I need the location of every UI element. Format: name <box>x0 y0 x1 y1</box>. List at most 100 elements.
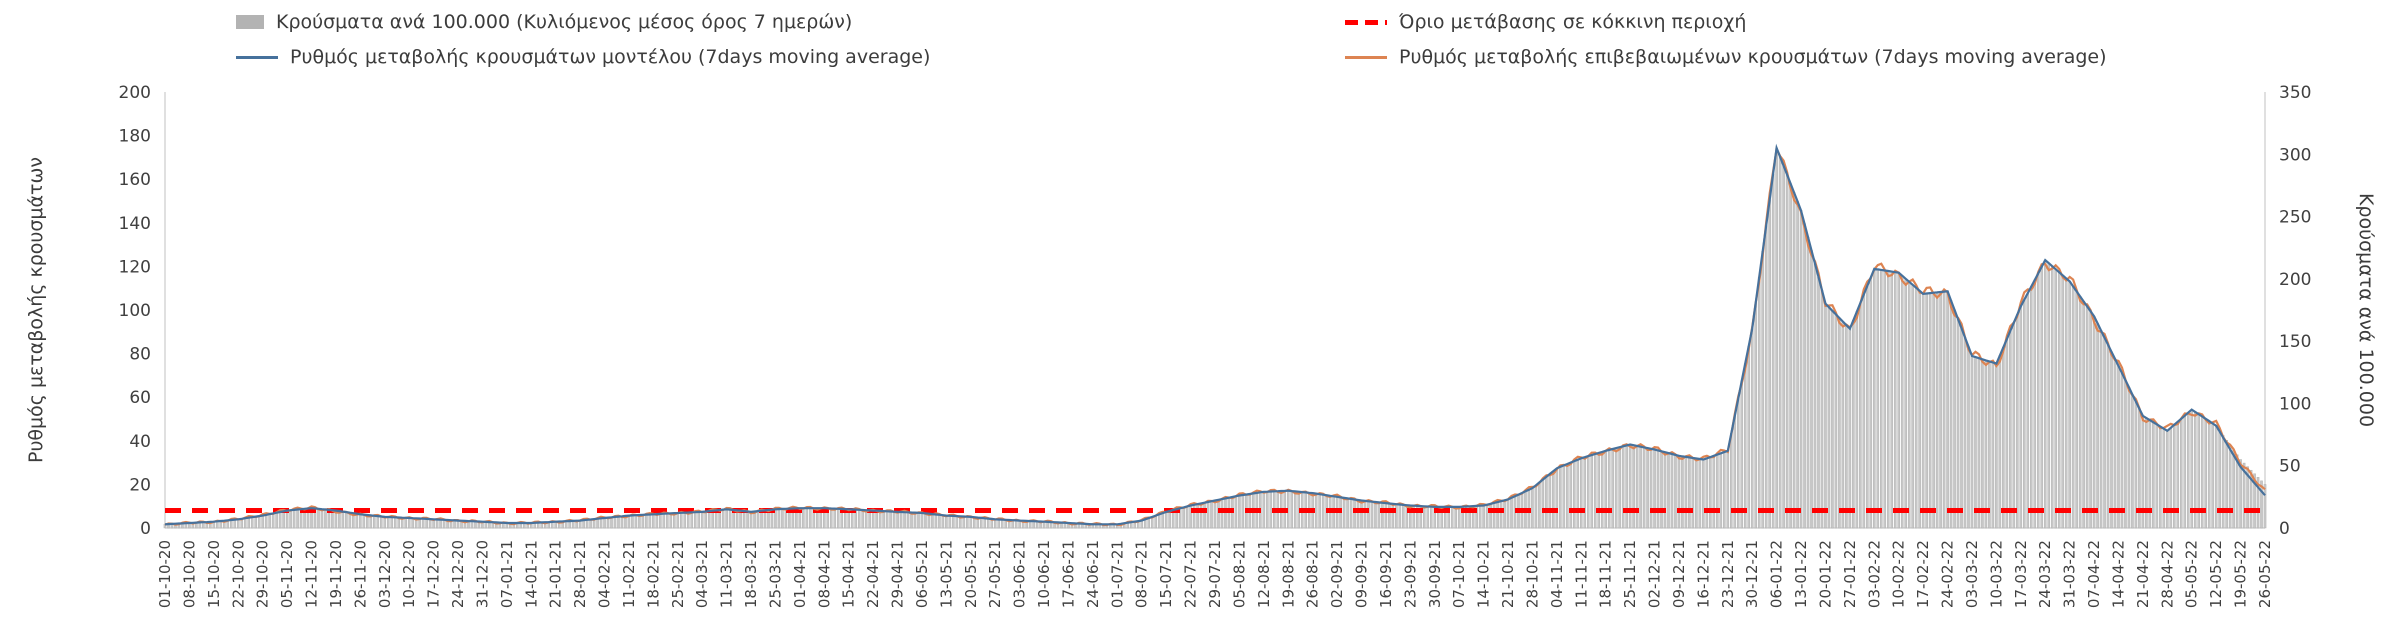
cases-bar <box>1918 290 1921 529</box>
cases-bar <box>1426 506 1430 529</box>
legend-item-red-zone-threshold: Όριο μετάβασης σε κόκκινη περιοχή <box>1345 8 2107 36</box>
cases-bar <box>2103 337 2106 529</box>
cases-bar <box>1482 505 1485 529</box>
cases-bar <box>1147 517 1151 529</box>
cases-bar <box>2002 346 2005 529</box>
cases-bar <box>1590 454 1594 529</box>
x-axis-tick-label: 03-06-21 <box>1011 540 1029 608</box>
cases-bar <box>1000 519 1004 529</box>
cases-bar <box>1164 511 1168 529</box>
cases-bar <box>2009 330 2012 529</box>
x-axis-tick-label: 18-11-21 <box>1597 540 1615 608</box>
cases-bar <box>756 510 760 529</box>
cases-bar <box>941 514 945 529</box>
model-line-swatch-icon <box>236 55 278 59</box>
x-axis-tick-label: 03-02-22 <box>1865 540 1883 608</box>
cases-bar <box>376 515 380 529</box>
cases-bar <box>1876 269 1880 529</box>
cases-bar <box>1499 500 1503 529</box>
cases-bar <box>913 512 917 529</box>
cases-bar <box>1593 453 1597 529</box>
cases-bar <box>247 517 250 529</box>
cases-bar <box>2214 425 2218 529</box>
cases-bar <box>2099 330 2103 529</box>
cases-bar <box>1740 380 1744 529</box>
cases-bar <box>742 510 746 529</box>
cases-bar <box>1607 449 1611 529</box>
cases-bar <box>1949 300 1953 529</box>
cases-bar <box>1356 499 1360 529</box>
right-axis-tick-label: 0 <box>2279 519 2290 539</box>
cases-bar <box>1907 281 1911 529</box>
cases-bar <box>669 513 673 529</box>
cases-bar <box>704 511 707 529</box>
cases-bar <box>683 512 687 529</box>
cases-bar <box>2166 430 2169 529</box>
cases-bar <box>2239 459 2242 529</box>
cases-bar <box>282 511 285 529</box>
cases-bar <box>2256 477 2260 529</box>
cases-bar <box>1984 360 1988 529</box>
cases-bar <box>1813 263 1817 529</box>
cases-bar <box>1667 452 1670 529</box>
cases-bar <box>1695 458 1698 529</box>
cases-bar <box>1946 291 1949 529</box>
cases-bar <box>1391 503 1395 529</box>
x-axis-tick-label: 10-12-20 <box>400 540 418 608</box>
cases-bar <box>1321 494 1325 529</box>
x-axis-tick-label: 26-11-20 <box>351 540 369 608</box>
cases-bar <box>707 510 711 529</box>
cases-bar <box>1374 501 1377 529</box>
x-axis-tick-label: 27-05-21 <box>986 540 1004 608</box>
cases-bar <box>861 509 864 529</box>
cases-bar <box>1586 455 1590 529</box>
cases-bar <box>2232 449 2235 529</box>
cases-bar <box>2082 301 2085 529</box>
cases-bar <box>1552 470 1555 529</box>
cases-bar <box>1157 514 1161 529</box>
x-axis-tick-label: 10-03-22 <box>1987 540 2005 608</box>
cases-bar <box>373 515 376 529</box>
cases-bar <box>1653 449 1656 529</box>
cases-bar <box>425 518 428 529</box>
cases-bar <box>2246 466 2249 529</box>
cases-bar <box>955 515 959 529</box>
cases-bar <box>2155 424 2159 529</box>
cases-bar <box>903 511 906 529</box>
cases-bar <box>1398 504 1402 529</box>
cases-bar <box>1649 448 1653 529</box>
cases-bar <box>1998 355 2002 529</box>
x-axis-tick-label: 07-10-21 <box>1450 540 1468 608</box>
cases-bar <box>1182 507 1185 529</box>
x-axis-tick-label: 08-07-21 <box>1133 540 1151 608</box>
cases-bar <box>1531 487 1534 529</box>
cases-bar <box>1618 447 1621 529</box>
left-axis-tick-label: 80 <box>129 345 151 365</box>
cases-bar <box>1220 498 1224 529</box>
cases-bar <box>1632 445 1635 529</box>
cases-bar <box>345 511 348 529</box>
cases-bar <box>680 512 683 529</box>
cases-bar <box>836 508 840 529</box>
x-axis-tick-label: 26-05-22 <box>2256 540 2274 608</box>
x-axis-tick-label: 31-03-22 <box>2061 540 2079 608</box>
cases-bar <box>1775 147 1778 529</box>
cases-bar <box>390 516 394 529</box>
cases-bar <box>1161 512 1164 529</box>
cases-bar <box>1970 355 1974 529</box>
cases-bar <box>2218 430 2221 529</box>
cases-bar <box>1831 310 1834 529</box>
right-axis-tick-label: 300 <box>2279 145 2311 165</box>
cases-bar <box>830 508 833 529</box>
cases-bar <box>1628 444 1632 529</box>
cases-bar <box>1583 456 1587 529</box>
cases-bar <box>1869 277 1873 529</box>
cases-bar <box>2131 394 2134 529</box>
cases-bar <box>2047 263 2051 529</box>
cases-bar <box>236 519 240 529</box>
cases-bar <box>2043 259 2047 529</box>
x-axis-tick-label: 29-07-21 <box>1206 540 1224 608</box>
cases-bar <box>1454 506 1457 529</box>
x-axis-tick-label: 12-05-22 <box>2207 540 2225 608</box>
cases-bar <box>1269 491 1273 529</box>
